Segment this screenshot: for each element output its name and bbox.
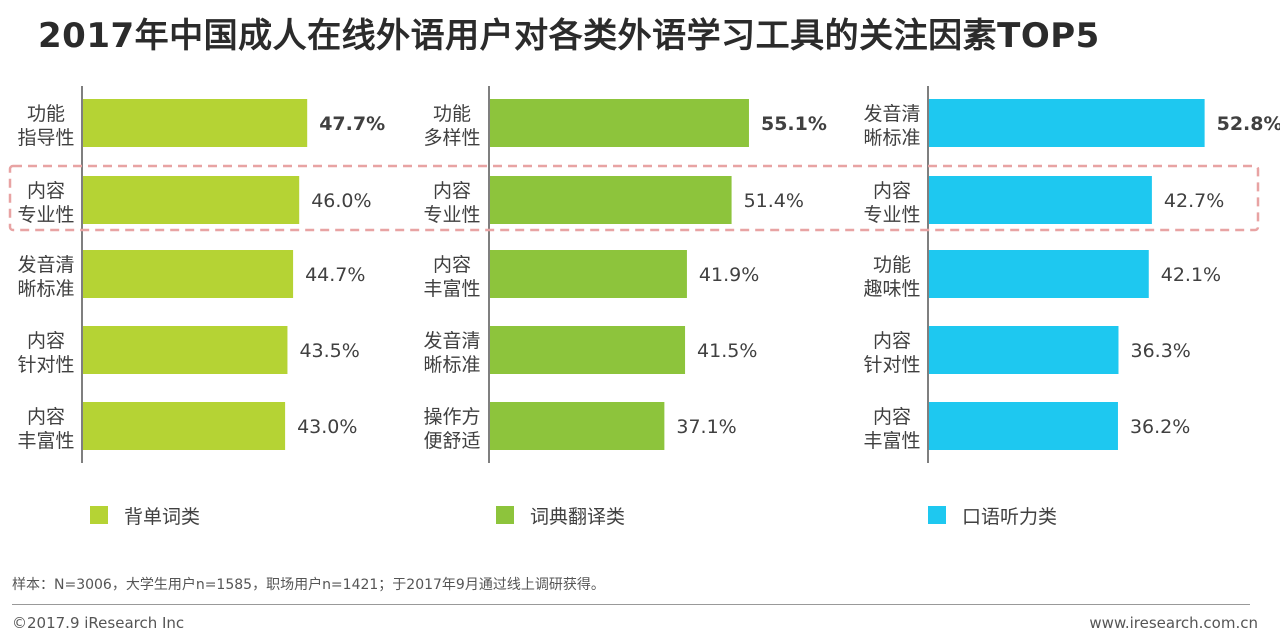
vocab-value-label-2: 44.7%: [305, 264, 365, 286]
dictionary-category-label-0-1: 多样性: [423, 127, 480, 149]
speaking-value-label-3: 36.3%: [1130, 340, 1190, 362]
legend-item-speaking: 口语听力类: [928, 500, 1057, 530]
dictionary-bar-3: [490, 326, 686, 374]
dictionary-category-label-3-0: 发音清: [423, 330, 480, 352]
dictionary-category-label-3-1: 晰标准: [423, 354, 480, 376]
dictionary-value-label-4: 37.1%: [676, 416, 736, 438]
legend-label-speaking: 口语听力类: [962, 505, 1058, 528]
speaking-bar-3: [929, 326, 1119, 374]
vocab-category-label-3-1: 针对性: [17, 354, 74, 376]
speaking-bar-4: [929, 402, 1118, 450]
speaking-bar-2: [929, 250, 1149, 298]
vocab-category-label-3-0: 内容: [27, 330, 65, 352]
speaking-category-label-1-0: 内容: [873, 180, 911, 202]
speaking-bar-0: [929, 99, 1205, 147]
speaking-category-label-0-1: 晰标准: [863, 127, 920, 149]
dictionary-value-label-1: 51.4%: [744, 190, 804, 212]
vocab-bar-1: [83, 176, 300, 224]
sample-note: 样本：N=3006，大学生用户n=1585，职场用户n=1421；于2017年9…: [12, 577, 605, 593]
vocab-category-label-4-1: 丰富性: [17, 430, 74, 452]
vocab-bar-4: [83, 402, 286, 450]
vocab-category-label-2-0: 发音清: [17, 254, 74, 276]
dictionary-bar-0: [490, 99, 749, 147]
dictionary-category-label-0-0: 功能: [433, 103, 471, 125]
vocab-category-label-1-0: 内容: [27, 180, 65, 202]
vocab-category-label-0-0: 功能: [27, 103, 65, 125]
chart-title: 2017年中国成人在线外语用户对各类外语学习工具的关注因素TOP5: [38, 16, 1100, 56]
legend-swatch-speaking: [928, 506, 946, 524]
vocab-value-label-4: 43.0%: [297, 416, 357, 438]
highlight-box: [8, 164, 1260, 232]
speaking-category-label-4-0: 内容: [873, 406, 911, 428]
legend-swatch-dictionary: [496, 506, 514, 524]
dictionary-category-label-4-1: 便舒适: [423, 430, 480, 452]
dictionary-category-label-4-0: 操作方: [423, 406, 480, 428]
dictionary-value-label-3: 41.5%: [697, 340, 757, 362]
speaking-value-label-4: 36.2%: [1130, 416, 1190, 438]
dictionary-value-label-2: 41.9%: [699, 264, 759, 286]
speaking-value-label-2: 42.1%: [1161, 264, 1221, 286]
vocab-bar-2: [83, 250, 294, 298]
speaking-value-label-0: 52.8%: [1217, 113, 1280, 135]
bar-charts: 47.7%功能指导性46.0%内容专业性44.7%发音清晰标准43.5%内容针对…: [8, 86, 1280, 463]
speaking-category-label-0-0: 发音清: [863, 103, 920, 125]
vocab-value-label-0: 47.7%: [319, 113, 385, 135]
dictionary-category-label-2-1: 丰富性: [423, 278, 480, 300]
vocab-category-label-2-1: 晰标准: [17, 278, 74, 300]
dictionary-category-label-1-1: 专业性: [423, 204, 480, 226]
legend-label-dictionary: 词典翻译类: [530, 505, 626, 528]
speaking-category-label-4-1: 丰富性: [863, 430, 920, 452]
website-link: www.iresearch.com.cn: [1089, 614, 1258, 632]
legend-label-vocab: 背单词类: [124, 505, 201, 528]
speaking-category-label-2-0: 功能: [873, 254, 911, 276]
dictionary-value-label-0: 55.1%: [761, 113, 827, 135]
vocab-category-label-4-0: 内容: [27, 406, 65, 428]
copyright: ©2017.9 iResearch Inc: [12, 614, 185, 632]
vocab-value-label-1: 46.0%: [311, 190, 371, 212]
vocab-bar-0: [83, 99, 308, 147]
vocab-value-label-3: 43.5%: [299, 340, 359, 362]
dictionary-bar-2: [490, 250, 687, 298]
vocab-bar-3: [83, 326, 288, 374]
legend-swatch-vocab: [90, 506, 108, 524]
dictionary-bar-1: [490, 176, 732, 224]
dictionary-category-label-2-0: 内容: [433, 254, 471, 276]
speaking-category-label-1-1: 专业性: [863, 204, 920, 226]
vocab-category-label-1-1: 专业性: [17, 204, 74, 226]
speaking-category-label-3-1: 针对性: [863, 354, 920, 376]
speaking-category-label-2-1: 趣味性: [863, 278, 920, 300]
speaking-category-label-3-0: 内容: [873, 330, 911, 352]
speaking-bar-1: [929, 176, 1152, 224]
legend-item-vocab: 背单词类: [90, 500, 200, 530]
speaking-value-label-1: 42.7%: [1164, 190, 1224, 212]
legend-item-dictionary: 词典翻译类: [496, 500, 625, 530]
dictionary-category-label-1-0: 内容: [433, 180, 471, 202]
dictionary-bar-4: [490, 402, 665, 450]
footer-divider: [12, 604, 1250, 605]
vocab-category-label-0-1: 指导性: [17, 127, 74, 149]
